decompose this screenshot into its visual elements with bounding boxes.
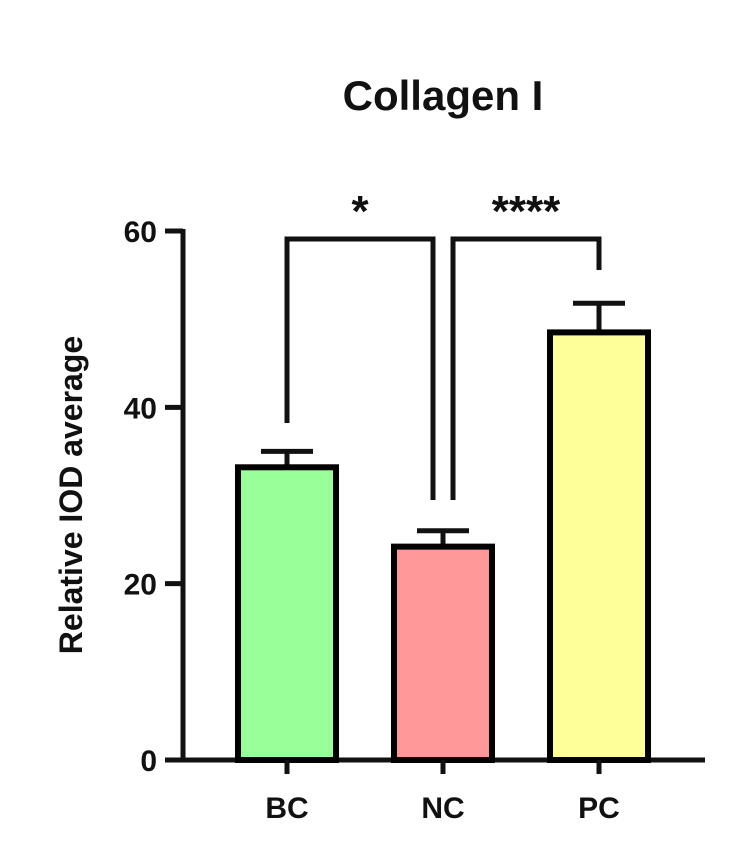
significance-bracket-nc-pc	[450, 236, 602, 500]
bar-pc	[547, 329, 651, 763]
y-tick-label: 60	[124, 216, 157, 249]
y-tick-label: 0	[140, 745, 157, 778]
significance-bracket-bc-nc	[284, 236, 436, 500]
bar-nc	[391, 543, 495, 763]
significance-label-bc-nc: *	[351, 187, 369, 236]
x-tick-label-pc: PC	[578, 792, 620, 825]
y-tick-label: 40	[124, 392, 157, 425]
x-tick-label-nc: NC	[421, 792, 464, 825]
y-tick-label: 20	[124, 569, 157, 602]
bar-bc	[235, 464, 339, 763]
x-tick-label-bc: BC	[265, 792, 308, 825]
chart-title: Collagen I	[343, 72, 544, 119]
y-axis-title: Relative IOD average	[53, 336, 89, 654]
significance-label-nc-pc: ****	[492, 187, 561, 236]
